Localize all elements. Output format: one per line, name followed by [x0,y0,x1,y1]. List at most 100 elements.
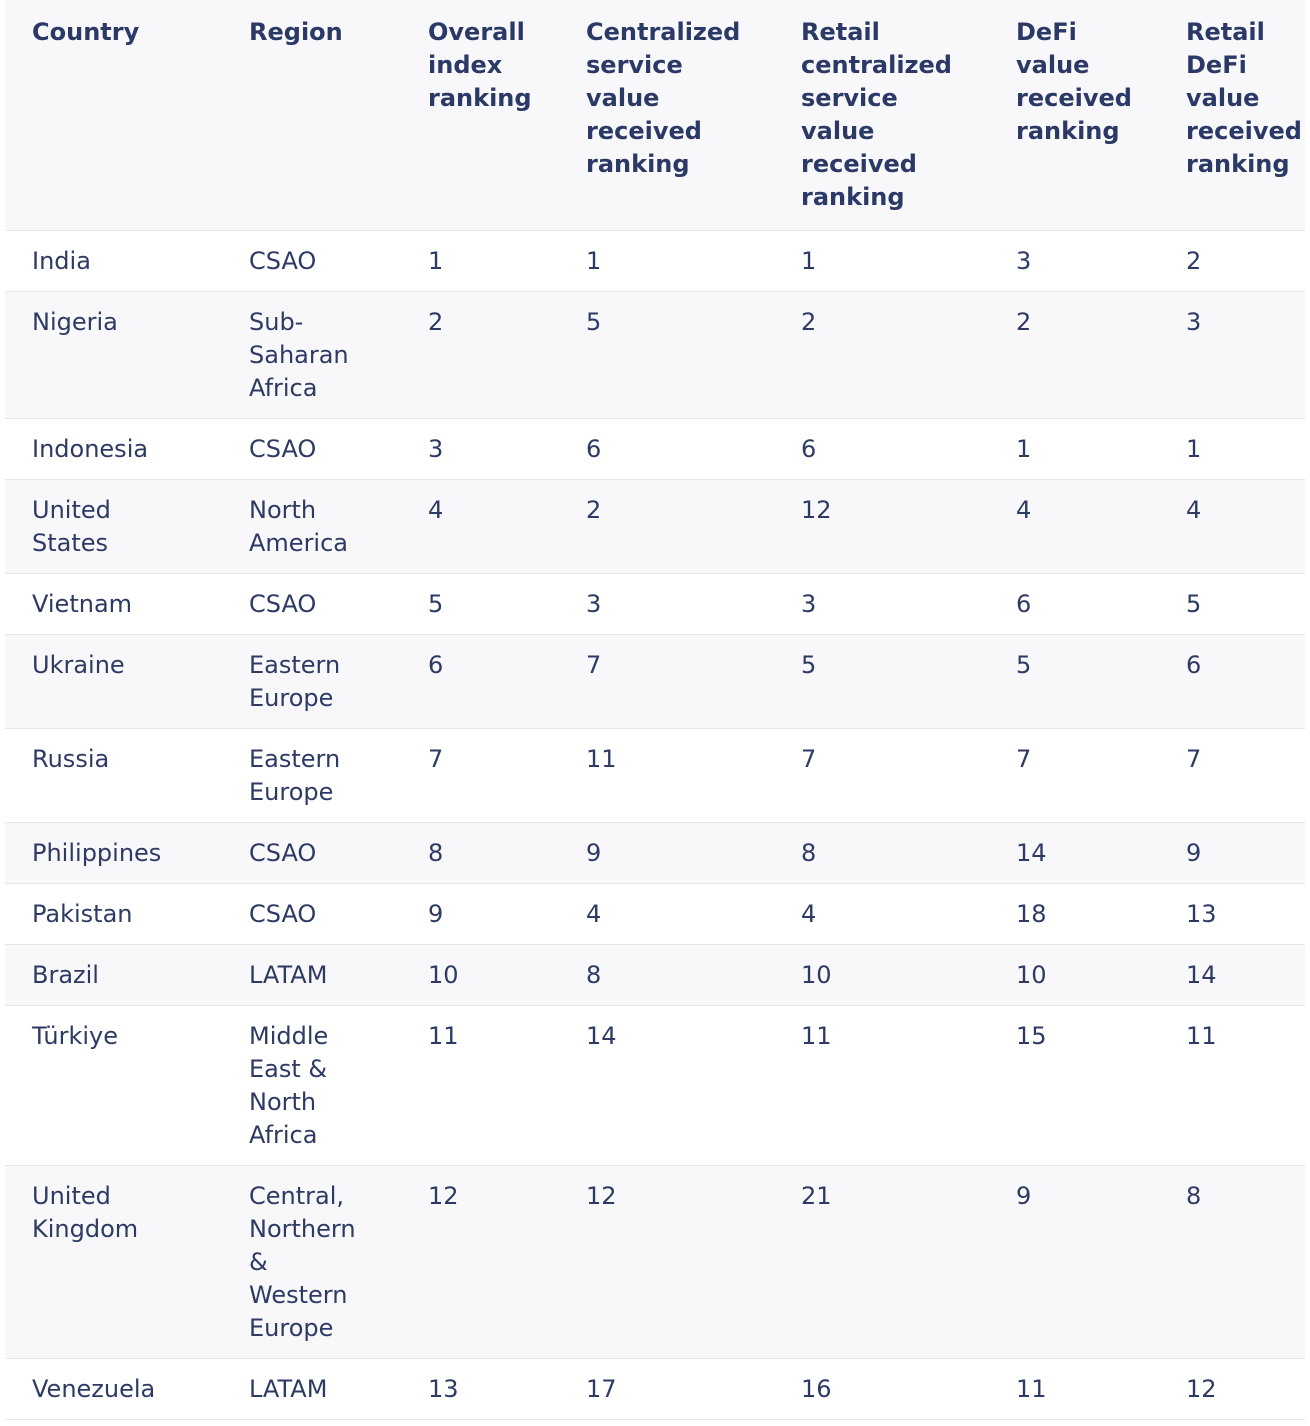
rank-cell: 16 [774,1358,989,1420]
country-cell: United Kingdom [5,1165,222,1359]
rank-cell: 1 [559,230,774,292]
country-cell: India [5,230,222,292]
table-row: Vietnam CSAO 5 3 3 6 5 [5,573,1305,635]
rank-cell: 1 [774,230,989,292]
rank-cell: 2 [989,291,1159,419]
rank-cell: 21 [774,1165,989,1359]
rank-cell: 1 [989,418,1159,480]
region-cell: Eastern Europe [222,728,401,823]
rank-cell: 12 [401,1165,559,1359]
rank-cell: 10 [774,944,989,1006]
region-cell: CSAO [222,418,401,480]
table-body: India CSAO 1 1 1 3 2 Nigeria Sub-Saharan Africa 2… [5,230,1305,1420]
table-row: India CSAO 1 1 1 3 2 [5,230,1305,292]
rank-cell: 6 [559,418,774,480]
rank-cell: 10 [401,944,559,1006]
rank-cell: 5 [559,291,774,419]
rank-cell: 6 [989,573,1159,635]
region-cell: Sub-Saharan Africa [222,291,401,419]
rank-cell: 4 [401,479,559,574]
column-header: Centralized service value received ranki… [559,0,774,231]
rank-cell: 2 [1159,230,1305,292]
table-row: Indonesia CSAO 3 6 6 1 1 [5,418,1305,480]
region-cell: LATAM [222,944,401,1006]
rank-cell: 9 [401,883,559,945]
table-row: Pakistan CSAO 9 4 4 18 13 [5,883,1305,945]
table-head: Country Region Overall index ranking Centra… [5,0,1305,231]
rank-cell: 9 [1159,822,1305,884]
rank-cell: 3 [401,418,559,480]
rank-cell: 4 [1159,479,1305,574]
rank-cell: 14 [559,1005,774,1166]
rank-cell: 8 [774,822,989,884]
rank-cell: 11 [559,728,774,823]
region-cell: Eastern Europe [222,634,401,729]
table-row: Philippines CSAO 8 9 8 14 9 [5,822,1305,884]
column-header: Country [5,0,222,231]
rank-cell: 18 [989,883,1159,945]
country-cell: Vietnam [5,573,222,635]
rank-cell: 5 [1159,573,1305,635]
rank-cell: 8 [559,944,774,1006]
rank-cell: 14 [989,822,1159,884]
rank-cell: 15 [989,1005,1159,1166]
rank-cell: 12 [774,479,989,574]
rank-cell: 3 [559,573,774,635]
country-cell: Indonesia [5,418,222,480]
column-header: Region [222,0,401,231]
region-cell: CSAO [222,822,401,884]
rank-cell: 5 [989,634,1159,729]
header-row: Country Region Overall index ranking Centra… [5,0,1305,231]
column-header: DeFi value received ranking [989,0,1159,231]
rank-cell: 5 [401,573,559,635]
rank-cell: 6 [774,418,989,480]
region-cell: CSAO [222,883,401,945]
rank-cell: 5 [774,634,989,729]
rank-cell: 12 [1159,1358,1305,1420]
rank-cell: 11 [989,1358,1159,1420]
rank-cell: 4 [774,883,989,945]
rank-cell: 13 [401,1358,559,1420]
rank-cell: 8 [401,822,559,884]
rank-cell: 3 [774,573,989,635]
region-cell: LATAM [222,1358,401,1420]
rank-cell: 3 [1159,291,1305,419]
rank-cell: 6 [401,634,559,729]
country-cell: Brazil [5,944,222,1006]
column-header: Retail centralized service value receive… [774,0,989,231]
rank-cell: 10 [989,944,1159,1006]
rank-cell: 9 [559,822,774,884]
rank-cell: 14 [1159,944,1305,1006]
table-row: Nigeria Sub-Saharan Africa 2 5 2 2 3 [5,291,1305,419]
rank-cell: 12 [559,1165,774,1359]
rank-cell: 17 [559,1358,774,1420]
rank-cell: 1 [401,230,559,292]
rank-cell: 4 [559,883,774,945]
column-header: Retail DeFi value received ranking [1159,0,1305,231]
rank-cell: 7 [774,728,989,823]
table-row: Russia Eastern Europe 7 11 7 7 7 [5,728,1305,823]
country-cell: Philippines [5,822,222,884]
table-row: Ukraine Eastern Europe 6 7 5 5 6 [5,634,1305,729]
region-cell: CSAO [222,573,401,635]
country-cell: Venezuela [5,1358,222,1420]
rank-cell: 4 [989,479,1159,574]
region-cell: Central, Northern & Western Europe [222,1165,401,1359]
rank-cell: 11 [1159,1005,1305,1166]
rank-cell: 9 [989,1165,1159,1359]
rank-cell: 8 [1159,1165,1305,1359]
table-row: Brazil LATAM 10 8 10 10 14 [5,944,1305,1006]
region-cell: Middle East & North Africa [222,1005,401,1166]
country-cell: Russia [5,728,222,823]
rank-cell: 6 [1159,634,1305,729]
rank-cell: 2 [774,291,989,419]
table-row: Venezuela LATAM 13 17 16 11 12 [5,1358,1305,1420]
table-row: United States North America 4 2 12 4 4 [5,479,1305,574]
rank-cell: 1 [1159,418,1305,480]
region-cell: CSAO [222,230,401,292]
rank-cell: 11 [774,1005,989,1166]
column-header: Overall index ranking [401,0,559,231]
rank-cell: 7 [989,728,1159,823]
region-cell: North America [222,479,401,574]
